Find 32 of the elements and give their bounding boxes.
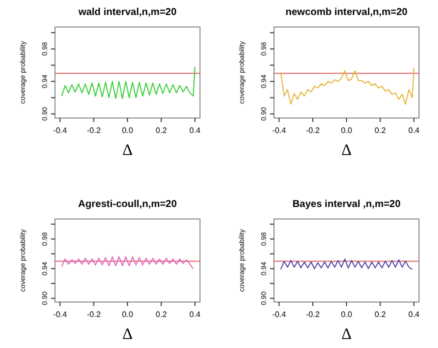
line-series [61,256,194,270]
chart-title: newcomb interval,n,m=20 [286,7,408,18]
chart-title: Bayes interval ,n,m=20 [292,199,401,210]
x-tick-label: 0.2 [156,126,168,135]
chart-title: Agresti-coull,n,m=20 [78,199,178,210]
line-series [280,67,414,105]
x-tick-label: 0.4 [189,310,202,319]
x-tick-label: -0.4 [53,310,68,319]
x-tick-label: -0.2 [306,126,320,135]
x-tick-label: 0.0 [340,310,353,319]
line-series [280,258,413,270]
x-tick-label: -0.4 [53,126,68,135]
x-axis-title: Δ [341,142,352,159]
x-tick-label: 0.0 [340,126,353,135]
x-tick-label: -0.2 [306,310,320,319]
x-tick-label: -0.2 [86,126,102,135]
x-tick-label: 0.4 [408,126,420,135]
x-tick-label: -0.4 [272,310,286,319]
chart-title: wald interval,n,m=20 [77,7,177,18]
x-tick-label: 0.4 [189,126,202,135]
x-tick-label: 0.0 [122,126,134,135]
x-axis-title: Δ [341,326,352,343]
x-tick-label: -0.4 [272,126,286,135]
x-tick-label: 0.4 [408,310,420,319]
x-tick-label: 0.2 [156,310,168,319]
x-tick-label: 0.2 [374,126,386,135]
x-axis-title: Δ [122,326,133,343]
line-series [61,66,196,99]
x-tick-label: 0.0 [122,310,134,319]
x-axis-title: Δ [122,142,133,159]
x-tick-label: -0.2 [86,310,102,319]
x-tick-label: 0.2 [374,310,386,319]
